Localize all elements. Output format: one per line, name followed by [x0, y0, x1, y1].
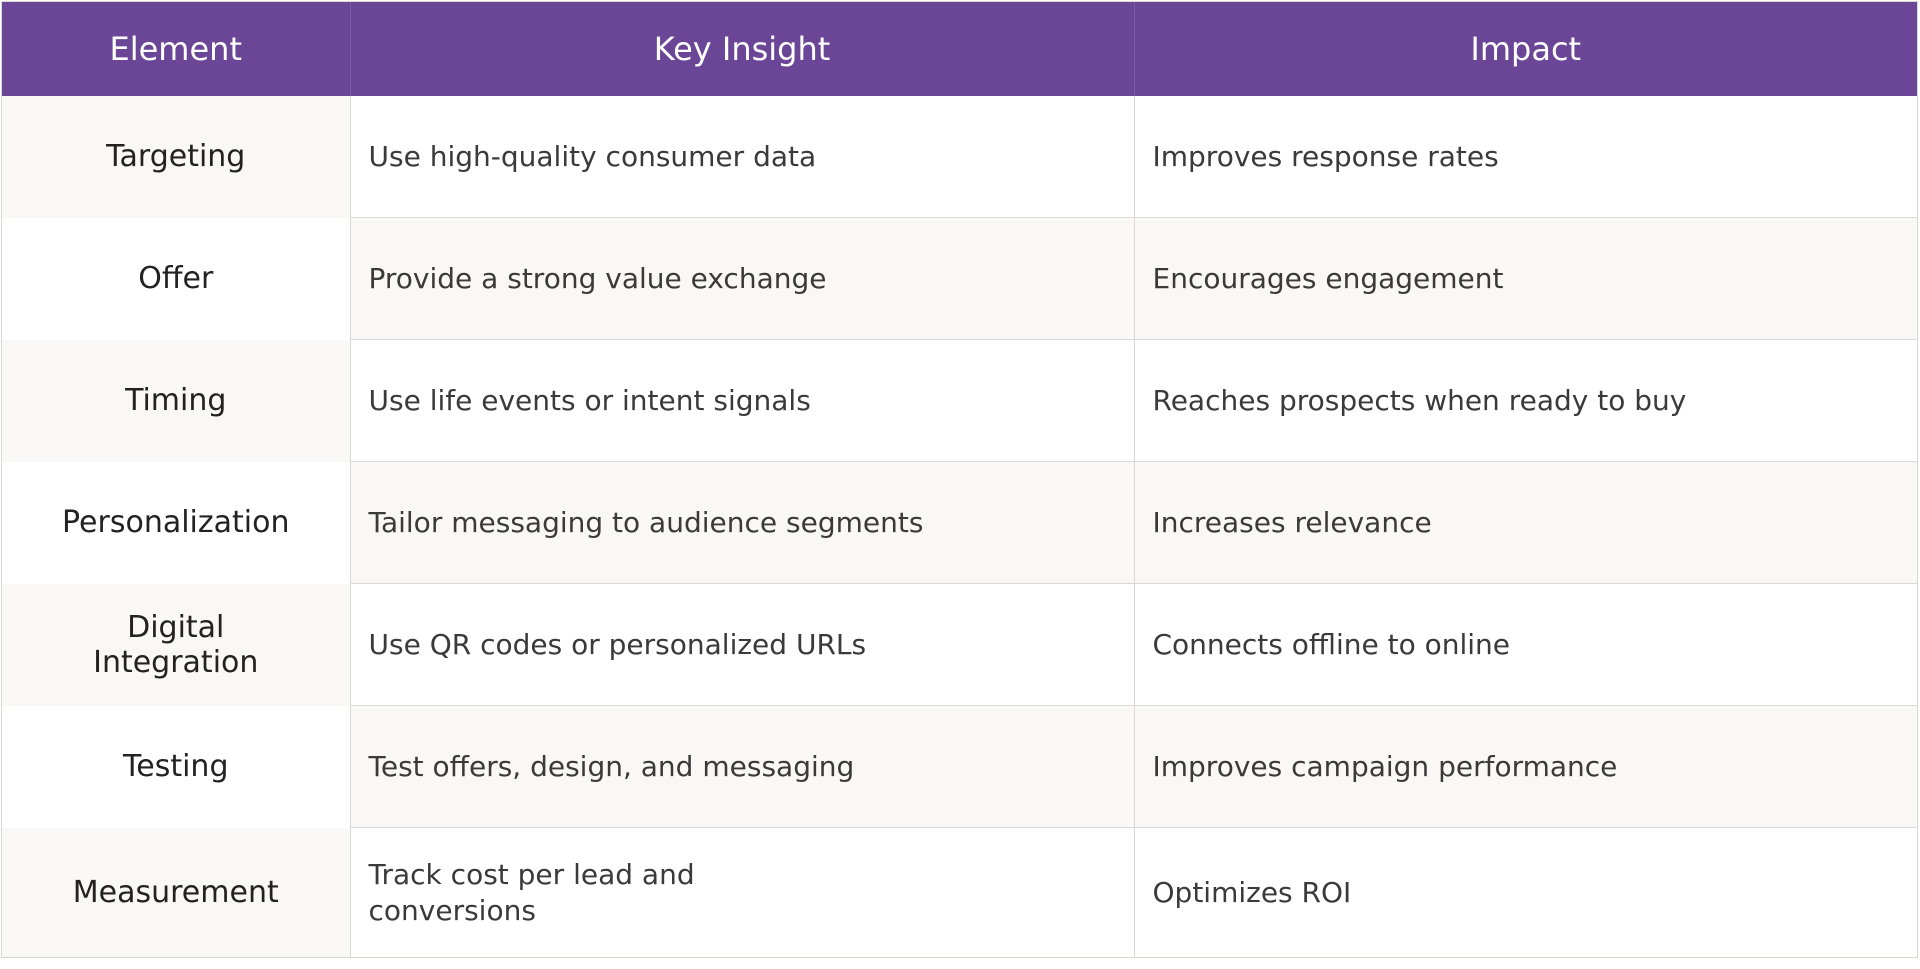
row-insight: Use life events or intent signals	[349, 339, 1134, 462]
row-impact: Connects offline to online	[1133, 583, 1917, 706]
row-impact: Improves response rates	[1133, 96, 1917, 218]
header-element: Element	[2, 2, 350, 96]
row-insight-text: Use life events or intent signals	[368, 383, 811, 417]
table-header: Element Key Insight Impact	[2, 2, 1917, 96]
table-row: Targeting Use high-quality consumer data…	[2, 96, 1917, 218]
row-insight: Track cost per lead and conversions	[349, 827, 1134, 957]
row-impact: Reaches prospects when ready to buy	[1133, 339, 1917, 462]
row-insight-text: Track cost per lead and conversions	[368, 857, 695, 927]
row-element: Targeting	[2, 96, 350, 218]
row-impact: Improves campaign performance	[1133, 705, 1917, 828]
row-element: Measurement	[2, 827, 350, 957]
row-insight: Provide a strong value exchange	[349, 217, 1134, 340]
row-impact: Encourages engagement	[1133, 217, 1917, 340]
table-row: Offer Provide a strong value exchange En…	[2, 217, 1917, 340]
row-insight: Test offers, design, and messaging	[349, 705, 1134, 828]
row-element: Personalization	[2, 461, 350, 584]
row-insight-text: Test offers, design, and messaging	[368, 749, 855, 783]
header-row: Element Key Insight Impact	[2, 2, 1917, 96]
row-insight: Use QR codes or personalized URLs	[349, 583, 1134, 706]
header-key-insight: Key Insight	[349, 2, 1134, 96]
row-insight-text: Provide a strong value exchange	[368, 261, 827, 295]
table-row: Testing Test offers, design, and messagi…	[2, 705, 1917, 828]
table-row: Personalization Tailor messaging to audi…	[2, 461, 1917, 584]
row-impact: Optimizes ROI	[1133, 827, 1917, 957]
row-element: Digital Integration	[2, 583, 350, 706]
row-element: Testing	[2, 705, 350, 828]
row-insight: Tailor messaging to audience segments	[349, 461, 1134, 584]
table-body: Targeting Use high-quality consumer data…	[2, 96, 1917, 957]
row-insight: Use high-quality consumer data	[349, 96, 1134, 218]
table-row: Timing Use life events or intent signals…	[2, 339, 1917, 462]
table-row: Measurement Track cost per lead and conv…	[2, 827, 1917, 957]
row-insight-text: Use high-quality consumer data	[368, 139, 817, 173]
row-impact: Increases relevance	[1133, 461, 1917, 584]
row-insight-text: Use QR codes or personalized URLs	[368, 627, 867, 661]
row-element: Offer	[2, 217, 350, 340]
table-row: Digital Integration Use QR codes or pers…	[2, 583, 1917, 706]
row-element-text: Digital Integration	[93, 609, 259, 680]
row-element: Timing	[2, 339, 350, 462]
row-insight-text: Tailor messaging to audience segments	[368, 505, 924, 539]
header-impact: Impact	[1133, 2, 1917, 96]
